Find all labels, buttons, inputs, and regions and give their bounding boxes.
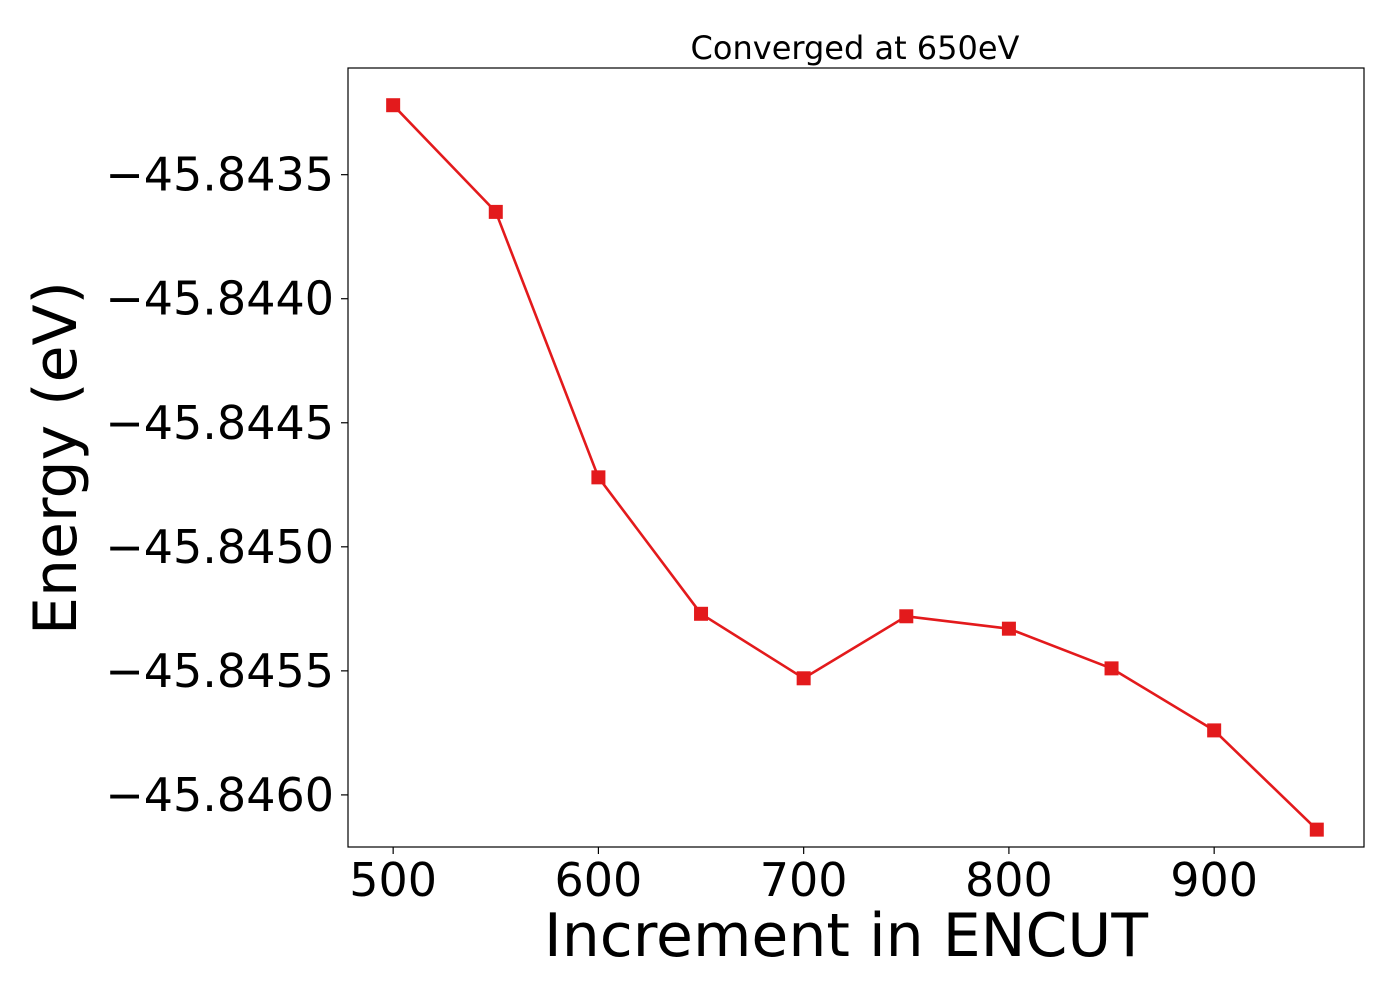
plot-area-frame (347, 67, 1365, 848)
x-tick-label: 500 (349, 853, 437, 907)
chart-title: Converged at 650eV (691, 29, 1020, 67)
x-tick-label: 900 (1170, 853, 1258, 907)
y-tick-label: −45.8455 (105, 644, 334, 698)
y-tick-label: −45.8440 (105, 272, 334, 326)
data-point-marker (591, 470, 606, 485)
y-axis: −45.8435 −45.8440 −45.8445 −45.8450 −45.8455… (105, 148, 348, 822)
data-point-marker (1207, 723, 1222, 738)
data-point-marker (899, 609, 914, 624)
x-tick-label: 700 (760, 853, 848, 907)
x-tick-label: 600 (555, 853, 643, 907)
data-point-marker (1001, 621, 1016, 636)
data-point-marker (386, 98, 401, 113)
data-point-marker (694, 606, 709, 621)
data-point-marker (796, 671, 811, 686)
data-point-marker (488, 204, 503, 219)
x-tick-label: 800 (965, 853, 1053, 907)
x-axis-label: Increment in ENCUT (544, 901, 1148, 971)
y-axis-label: Energy (eV) (21, 281, 91, 635)
series-layer (386, 98, 1324, 837)
y-tick-label: −45.8445 (105, 396, 334, 450)
series-line (392, 104, 1318, 831)
y-tick-label: −45.8450 (105, 520, 334, 574)
y-tick-label: −45.8435 (105, 148, 334, 202)
y-tick-label: −45.8460 (105, 768, 334, 822)
x-axis: 500 600 700 800 900 (349, 847, 1258, 907)
data-point-marker (1104, 661, 1119, 676)
data-point-marker (1309, 822, 1324, 837)
